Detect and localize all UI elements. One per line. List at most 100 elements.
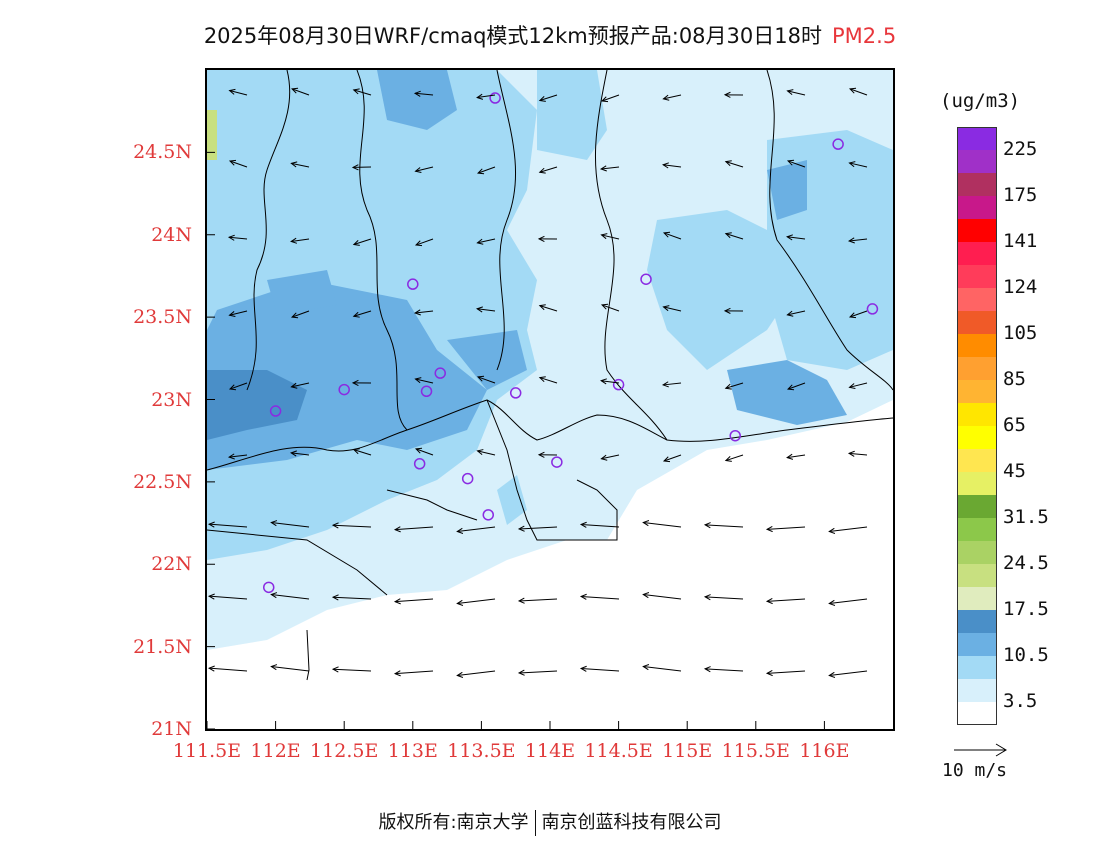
color-bar-label: 105 (1003, 322, 1038, 344)
y-tick-label: 24.5N (133, 141, 192, 164)
y-tick-label: 23N (151, 388, 192, 411)
wind-vector (229, 160, 248, 168)
footer-owner: 版权所有:南京大学 (378, 812, 529, 833)
wind-vector (271, 593, 310, 600)
wind-vector-head (703, 522, 711, 529)
color-bar-swatch (957, 334, 997, 357)
pollutant-label: PM2.5 (832, 24, 897, 48)
station-marker (420, 385, 433, 398)
x-tick-label: 112E (250, 740, 301, 762)
wind-vector (457, 598, 496, 605)
wind-vector-head (207, 665, 215, 672)
wind-vector (601, 234, 620, 240)
legend-unit: (ug/m3) (940, 90, 1021, 112)
wind-vector-head (352, 311, 360, 318)
wind-vector (663, 94, 682, 100)
wind-vector (539, 305, 558, 312)
wind-vector (581, 523, 620, 528)
color-bar-swatch (957, 679, 997, 702)
wind-vector-head (270, 664, 278, 671)
title-text: 2025年08月30日WRF/cmaq模式12km预报产品:08月30日18时 (203, 24, 822, 48)
wind-vector-head (414, 167, 422, 174)
wind-vector (767, 670, 806, 674)
footer-separator (534, 810, 536, 836)
wind-vector (601, 166, 620, 170)
wind-vector (643, 521, 682, 528)
wind-vector-head (661, 381, 669, 388)
color-bar-label: 175 (1003, 184, 1038, 206)
wind-vector-head (847, 450, 855, 457)
wind-vector (229, 454, 248, 458)
color-bar-swatch (957, 265, 997, 288)
color-bar-label: 124 (1003, 276, 1038, 298)
color-bar-swatch (957, 403, 997, 426)
wind-vector-head (579, 593, 587, 600)
color-bar-label: 45 (1003, 460, 1026, 482)
color-bar-swatch (957, 449, 997, 472)
station-marker (612, 378, 625, 391)
wind-vector (209, 667, 248, 672)
wind-vector-head (786, 310, 794, 317)
color-bar-label: 141 (1003, 230, 1038, 252)
wind-vector (787, 160, 806, 168)
wind-vector (457, 526, 496, 533)
wind-vector-head (724, 456, 732, 462)
color-bar-label: 10.5 (1003, 644, 1049, 666)
wind-vector (209, 595, 248, 600)
wind-vector-head (517, 597, 525, 604)
wind-vector-head (723, 307, 731, 314)
y-tick-label: 22N (151, 553, 192, 576)
wind-vector-head (476, 93, 484, 100)
wind-vector (229, 90, 248, 96)
wind-vector (581, 667, 620, 672)
wind-vector (271, 521, 310, 528)
x-tick-label: 114.5E (584, 740, 653, 762)
wind-vector-head (290, 312, 299, 319)
color-bar-swatch (957, 288, 997, 311)
wind-vector-head (600, 303, 609, 310)
wind-vector-head (414, 377, 422, 384)
reference-wind-arrow (954, 743, 1007, 757)
wind-vector-head (600, 454, 608, 461)
wind-vector (849, 238, 868, 242)
wind-vector-head (765, 525, 773, 533)
station-marker (407, 278, 419, 290)
wind-vector (353, 310, 372, 317)
color-bar-swatch (957, 219, 997, 242)
wind-vector-head (517, 525, 525, 532)
color-bar-swatch (957, 656, 997, 679)
x-tick-label: 111.5E (172, 740, 242, 762)
wind-vector-head (228, 159, 237, 166)
wind-vector (601, 454, 620, 460)
wind-vector (849, 452, 868, 456)
color-bar-swatch (957, 426, 997, 449)
wind-vector (395, 598, 434, 603)
wind-vector (663, 164, 682, 168)
wind-vector (829, 598, 868, 605)
wind-vector (829, 526, 868, 533)
wind-vector (291, 310, 310, 318)
wind-vector-head (270, 592, 278, 599)
wind-vector-head (599, 165, 607, 172)
footer-company: 南京创蓝科技有限公司 (541, 812, 722, 833)
color-bar-swatch (957, 702, 997, 725)
color-bar-swatch (957, 380, 997, 403)
x-tick-label: 113.5E (447, 740, 516, 762)
wind-vector (663, 232, 682, 240)
wind-vector (581, 595, 620, 600)
wind-vector-head (579, 665, 587, 672)
wind-vector-head (351, 379, 359, 387)
color-bar-swatch (957, 242, 997, 265)
wind-vector-head (290, 382, 298, 389)
wind-vector (353, 238, 372, 245)
wind-vector (229, 236, 248, 240)
wind-vector-head (600, 96, 609, 103)
wind-vector-head (786, 89, 794, 96)
color-bar-swatch (957, 495, 997, 518)
color-bar-swatch (957, 610, 997, 633)
y-tick-label: 23.5N (133, 306, 192, 329)
wind-vector-head (703, 594, 711, 601)
wind-vector (539, 94, 558, 102)
wind-vector (787, 454, 806, 459)
wind-vector-head (765, 669, 773, 677)
